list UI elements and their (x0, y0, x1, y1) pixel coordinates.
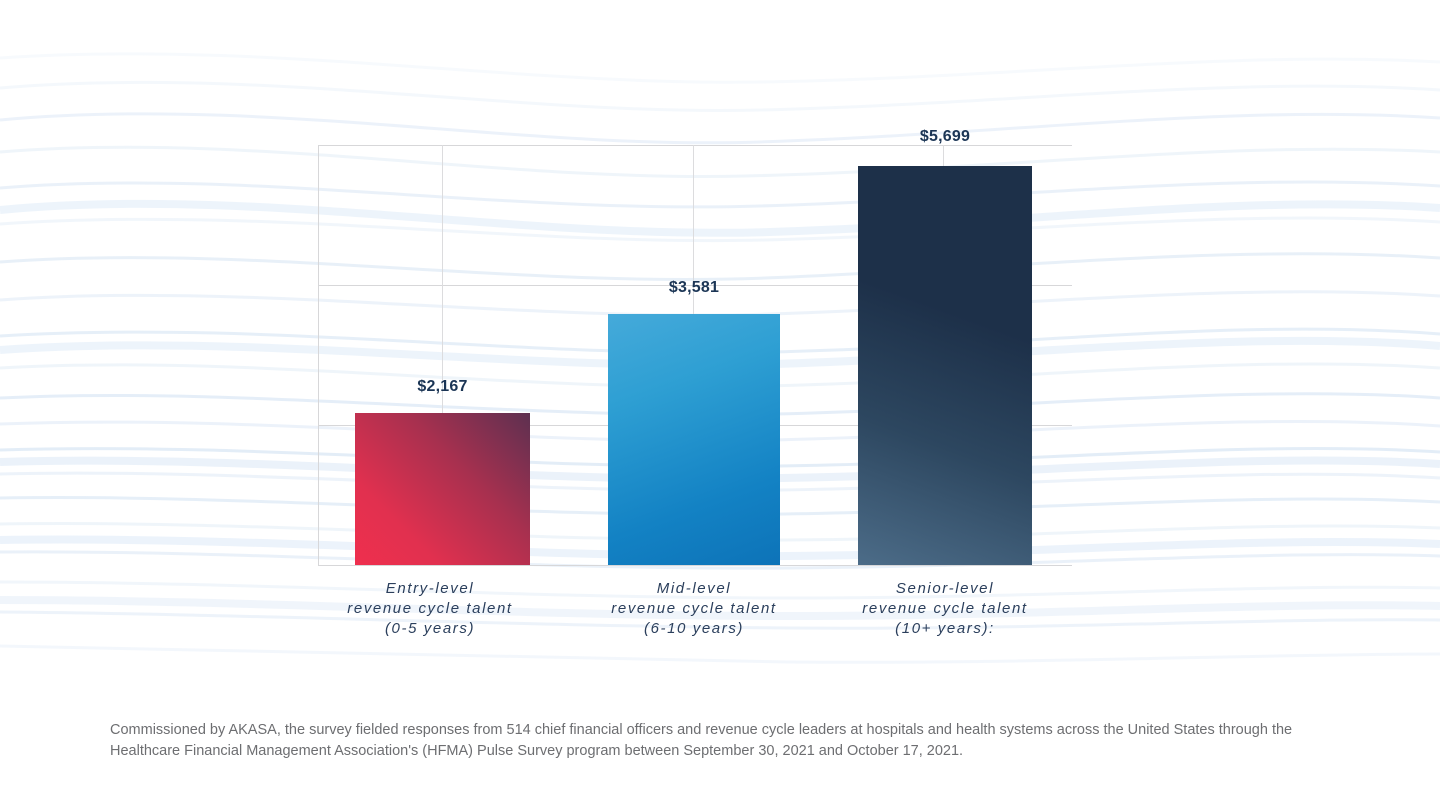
gridline-4000 (318, 285, 1072, 286)
category-label-senior-level: Senior-level revenue cycle talent (10+ y… (862, 580, 1028, 637)
bar-value-mid-level: $3,581 (668, 279, 720, 296)
x-axis-line (318, 565, 1072, 566)
category-label-entry-level: Entry-level revenue cycle talent (0-5 ye… (347, 580, 513, 637)
bar-entry-level[interactable] (355, 413, 530, 565)
gridline-6000 (318, 145, 1072, 146)
y-axis-line (318, 145, 319, 565)
footnote-text: Commissioned by AKASA, the survey fielde… (110, 722, 1293, 759)
category-label-mid-level: Mid-level revenue cycle talent (6-10 yea… (611, 580, 777, 637)
bar-chart: $6000 $4000 $2000 0 $2,167 $3,581 $5,699… (318, 128, 1072, 637)
bar-mid-level[interactable] (608, 314, 780, 565)
gridline-vertical-1 (442, 145, 443, 565)
bar-value-senior-level: $5,699 (919, 128, 971, 145)
bar-senior-level[interactable] (858, 166, 1032, 565)
bar-value-entry-level: $2,167 (417, 378, 468, 395)
